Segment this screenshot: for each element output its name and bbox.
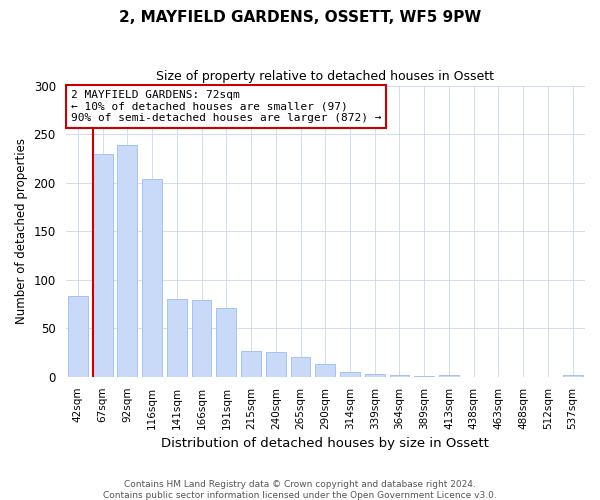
X-axis label: Distribution of detached houses by size in Ossett: Distribution of detached houses by size … xyxy=(161,437,489,450)
Bar xyxy=(241,350,261,377)
Bar xyxy=(93,154,113,377)
Text: 2, MAYFIELD GARDENS, OSSETT, WF5 9PW: 2, MAYFIELD GARDENS, OSSETT, WF5 9PW xyxy=(119,10,481,25)
Text: Contains HM Land Registry data © Crown copyright and database right 2024.
Contai: Contains HM Land Registry data © Crown c… xyxy=(103,480,497,500)
Bar xyxy=(118,145,137,377)
Bar xyxy=(389,375,409,377)
Bar xyxy=(340,372,360,377)
Bar xyxy=(217,308,236,377)
Bar xyxy=(142,179,162,377)
Title: Size of property relative to detached houses in Ossett: Size of property relative to detached ho… xyxy=(156,70,494,83)
Bar xyxy=(68,296,88,377)
Bar xyxy=(563,375,583,377)
Bar xyxy=(191,300,211,377)
Bar xyxy=(365,374,385,377)
Bar xyxy=(439,375,459,377)
Y-axis label: Number of detached properties: Number of detached properties xyxy=(15,138,28,324)
Bar xyxy=(316,364,335,377)
Bar xyxy=(290,358,310,377)
Bar xyxy=(415,376,434,377)
Text: 2 MAYFIELD GARDENS: 72sqm
← 10% of detached houses are smaller (97)
90% of semi-: 2 MAYFIELD GARDENS: 72sqm ← 10% of detac… xyxy=(71,90,381,123)
Bar xyxy=(266,352,286,377)
Bar xyxy=(167,299,187,377)
